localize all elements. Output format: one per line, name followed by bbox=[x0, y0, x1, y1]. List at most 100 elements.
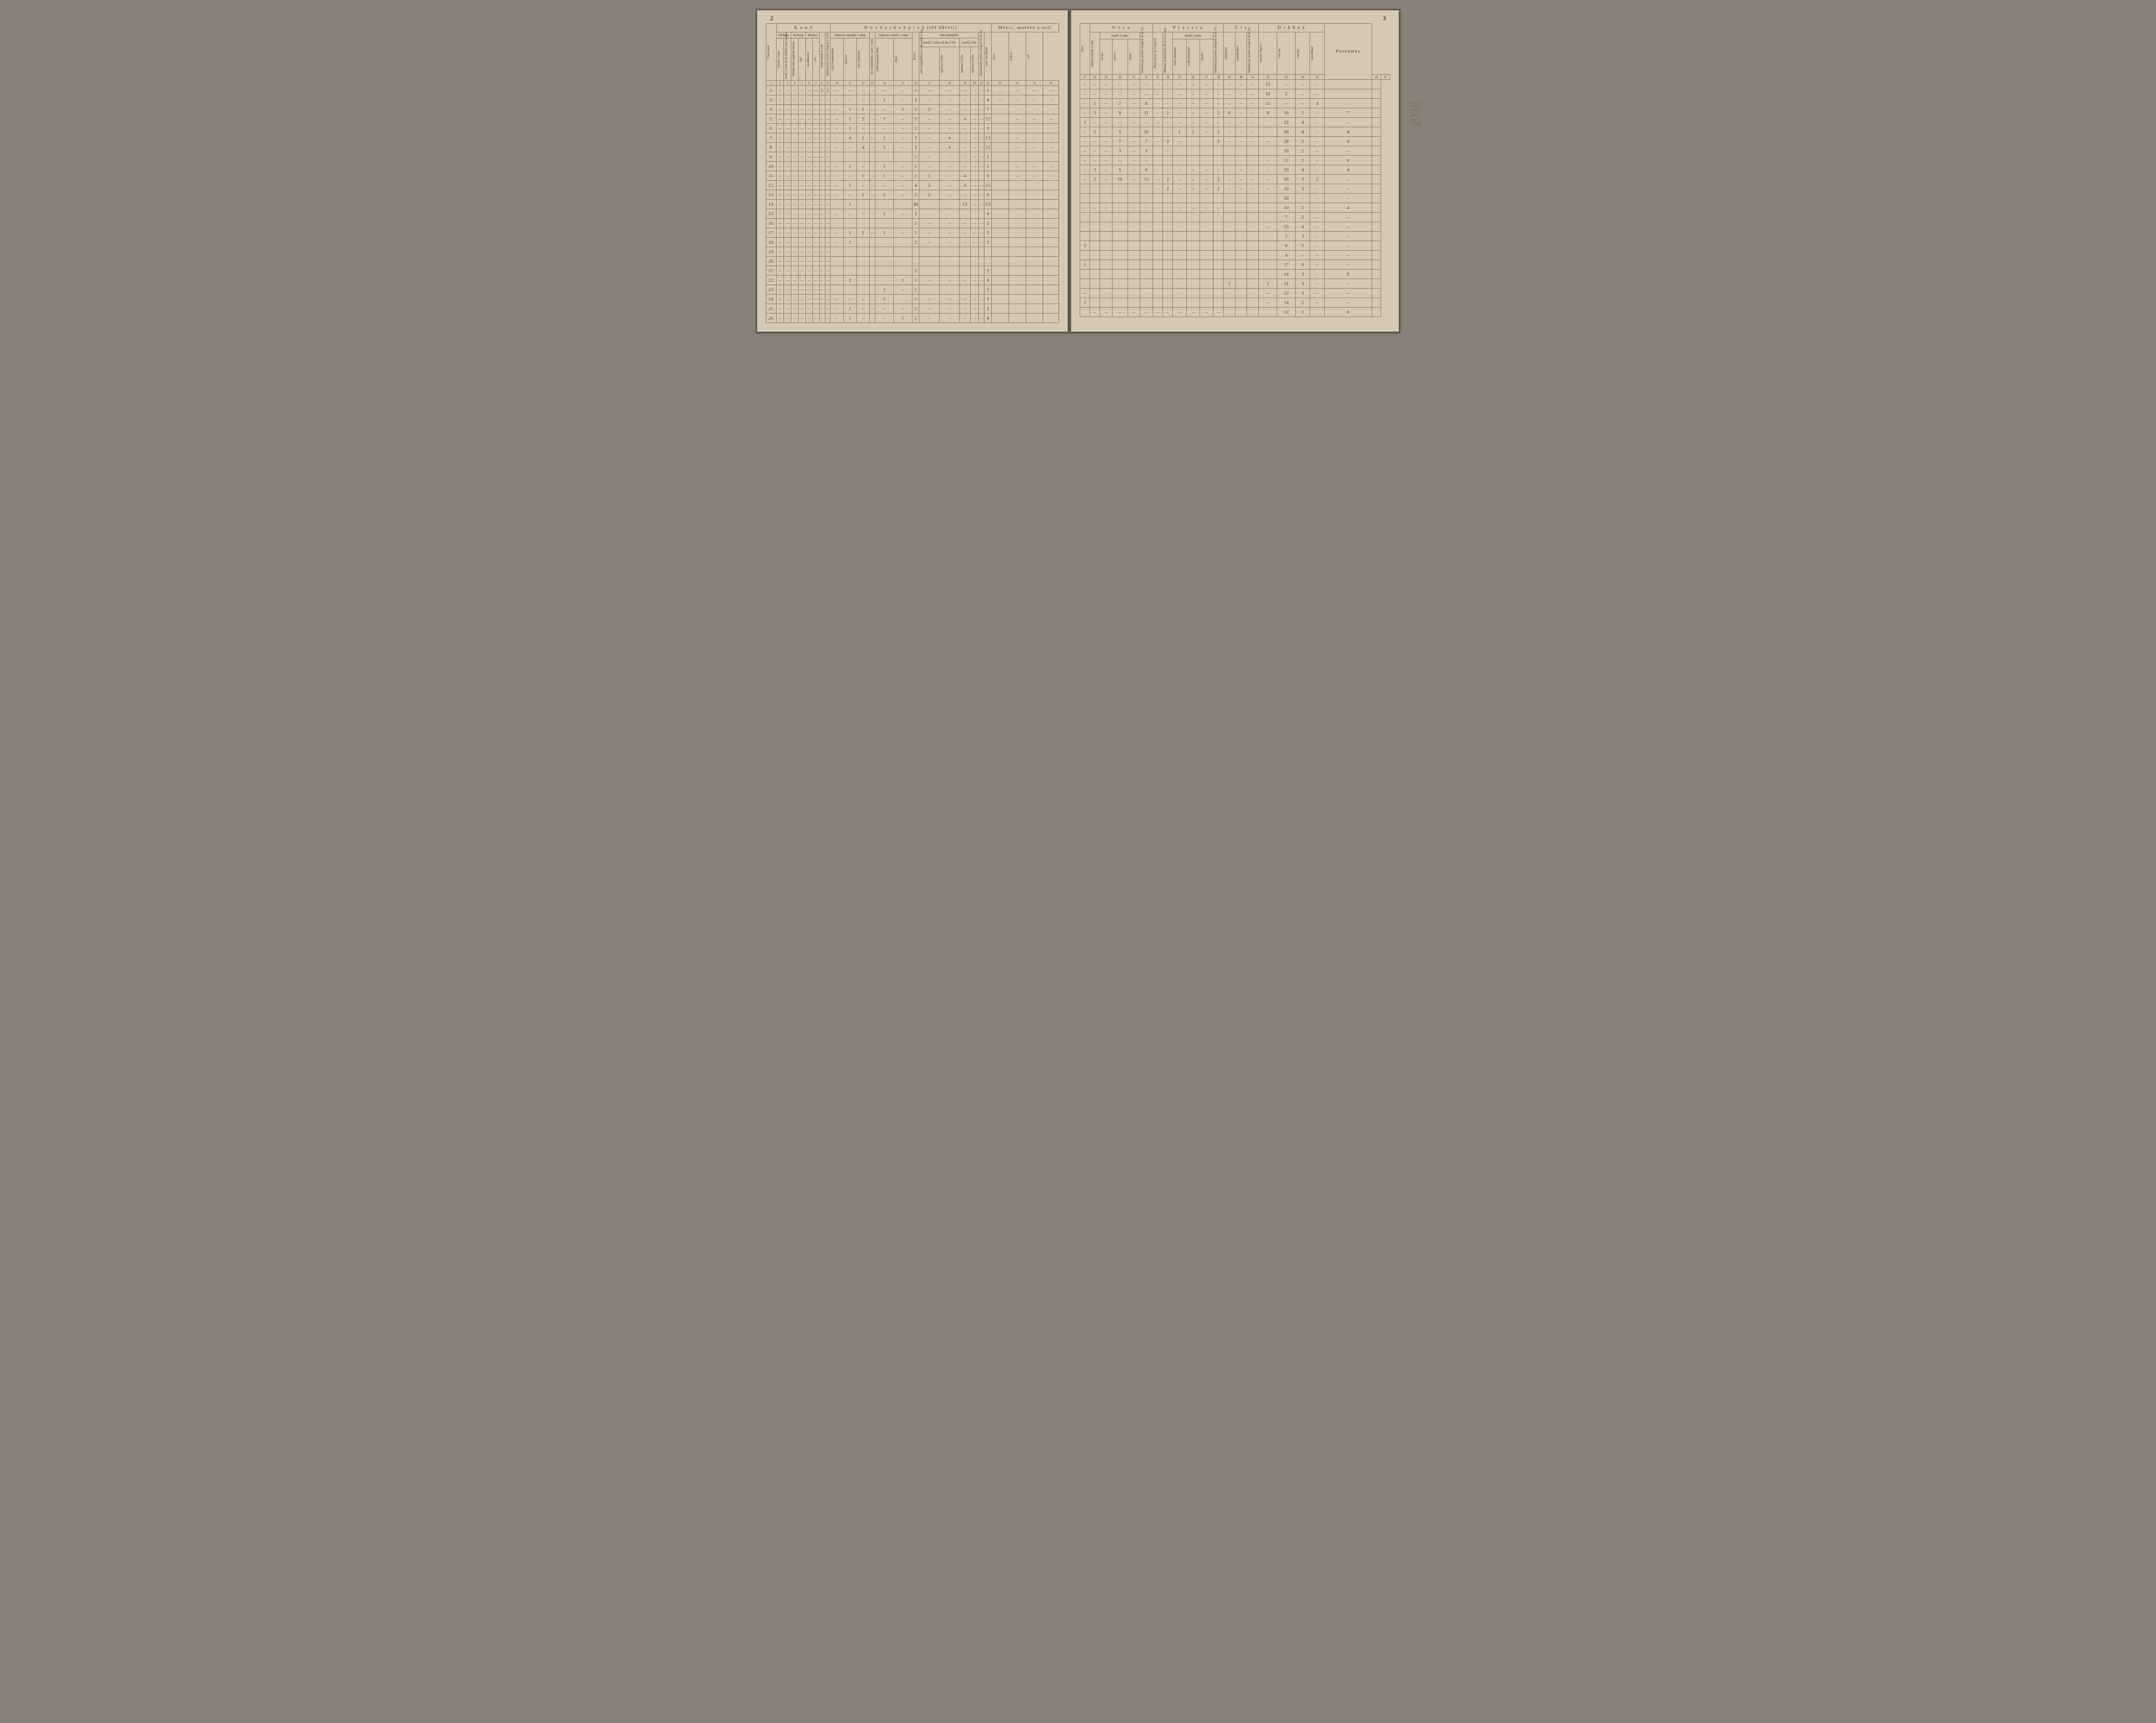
cell: – bbox=[1310, 203, 1325, 213]
cell: – bbox=[819, 133, 825, 143]
cell bbox=[1100, 251, 1112, 260]
cell bbox=[1112, 241, 1128, 251]
cell: – bbox=[1200, 99, 1213, 108]
cell bbox=[1140, 194, 1153, 203]
cell: – bbox=[1235, 175, 1247, 184]
cell: 30 bbox=[1277, 175, 1296, 184]
cell bbox=[912, 247, 919, 257]
cell bbox=[1213, 194, 1223, 203]
cell bbox=[1026, 190, 1043, 200]
cell: 3 bbox=[1090, 165, 1100, 175]
cell bbox=[1043, 152, 1059, 162]
cell: – bbox=[777, 314, 784, 323]
cell: – bbox=[806, 276, 813, 285]
cell bbox=[1223, 213, 1235, 222]
cell: – bbox=[806, 200, 813, 209]
cell: – bbox=[959, 295, 970, 304]
cell: – bbox=[777, 152, 784, 162]
cell bbox=[1200, 289, 1213, 298]
cell: – bbox=[1128, 99, 1140, 108]
cell: 1 bbox=[919, 171, 940, 181]
cell bbox=[1043, 285, 1059, 295]
cell bbox=[1112, 298, 1128, 308]
cell bbox=[919, 266, 940, 276]
cell: – bbox=[1173, 118, 1186, 127]
cell bbox=[1026, 238, 1043, 247]
cell: – bbox=[777, 238, 784, 247]
cell: – bbox=[777, 285, 784, 295]
cell bbox=[1128, 222, 1140, 232]
colnum: 17 bbox=[919, 81, 940, 86]
cell bbox=[1223, 146, 1235, 156]
cell bbox=[1080, 251, 1090, 260]
cell: – bbox=[791, 143, 799, 152]
cell bbox=[893, 295, 912, 304]
cell bbox=[843, 152, 856, 162]
col-15: březí bbox=[894, 39, 898, 80]
cell: – bbox=[1163, 127, 1172, 137]
cell: – bbox=[1295, 89, 1310, 99]
cell bbox=[1009, 105, 1026, 114]
col-27: kozy bbox=[1081, 28, 1084, 69]
cell: 1 bbox=[875, 162, 894, 171]
cell bbox=[912, 257, 919, 266]
table-row: 9.––––––––2–––––2 bbox=[766, 152, 1059, 162]
cell: – bbox=[1009, 133, 1026, 143]
cell: – bbox=[979, 124, 984, 133]
cell bbox=[1153, 251, 1163, 260]
cell: – bbox=[1153, 184, 1163, 194]
cell: 4 bbox=[939, 133, 959, 143]
cell bbox=[1247, 213, 1259, 222]
cell: 4 bbox=[912, 181, 919, 190]
cell: – bbox=[1173, 137, 1186, 146]
colnum: 33 bbox=[1153, 75, 1163, 80]
col-4: chladné nebo anglické klisny bbox=[792, 39, 795, 80]
cell: – bbox=[1173, 99, 1186, 108]
cell: – bbox=[1200, 80, 1213, 89]
cell: – bbox=[939, 190, 959, 200]
poznamka-cell bbox=[1372, 222, 1381, 232]
cell: – bbox=[1163, 80, 1172, 89]
col-42: domácí slepice bbox=[1259, 33, 1263, 74]
cell: 1 bbox=[843, 114, 856, 124]
colnum: 35 bbox=[1173, 75, 1186, 80]
cell: 2 bbox=[1295, 137, 1310, 146]
cell bbox=[1026, 181, 1043, 190]
cell bbox=[1259, 241, 1277, 251]
cell: – bbox=[893, 304, 912, 314]
cell bbox=[856, 200, 869, 209]
cell bbox=[1173, 232, 1186, 241]
cell bbox=[1223, 260, 1235, 270]
cell bbox=[959, 285, 970, 295]
cell bbox=[1163, 279, 1172, 289]
cell bbox=[1112, 279, 1128, 289]
cell: – bbox=[1153, 118, 1163, 127]
colnum: 8 bbox=[819, 81, 825, 86]
cell: – bbox=[959, 95, 970, 105]
cell bbox=[856, 219, 869, 228]
cell: – bbox=[1310, 137, 1325, 146]
cell: – bbox=[1310, 118, 1325, 127]
cell bbox=[1080, 213, 1090, 222]
cell bbox=[1200, 298, 1213, 308]
cell: – bbox=[777, 247, 784, 257]
cell bbox=[1235, 270, 1247, 279]
cell: – bbox=[825, 257, 830, 266]
cell: 1 bbox=[875, 114, 894, 124]
cell: – bbox=[1153, 203, 1163, 213]
cell: – bbox=[799, 190, 806, 200]
cell: 3 bbox=[1112, 146, 1128, 156]
colnum: 34 bbox=[1163, 75, 1172, 80]
cell: – bbox=[825, 247, 830, 257]
poznamka-cell bbox=[1372, 175, 1381, 184]
cell: – bbox=[1223, 118, 1235, 127]
cell: 1 bbox=[875, 209, 894, 219]
cell bbox=[1163, 260, 1172, 270]
colnum: 46 bbox=[1372, 75, 1381, 80]
cell: – bbox=[812, 266, 819, 276]
cell: – bbox=[919, 295, 940, 304]
cell: – bbox=[1277, 80, 1296, 89]
poznamka-cell bbox=[1372, 289, 1381, 298]
cell: – bbox=[1080, 165, 1090, 175]
col-35: kanci plemenní bbox=[1173, 41, 1177, 72]
